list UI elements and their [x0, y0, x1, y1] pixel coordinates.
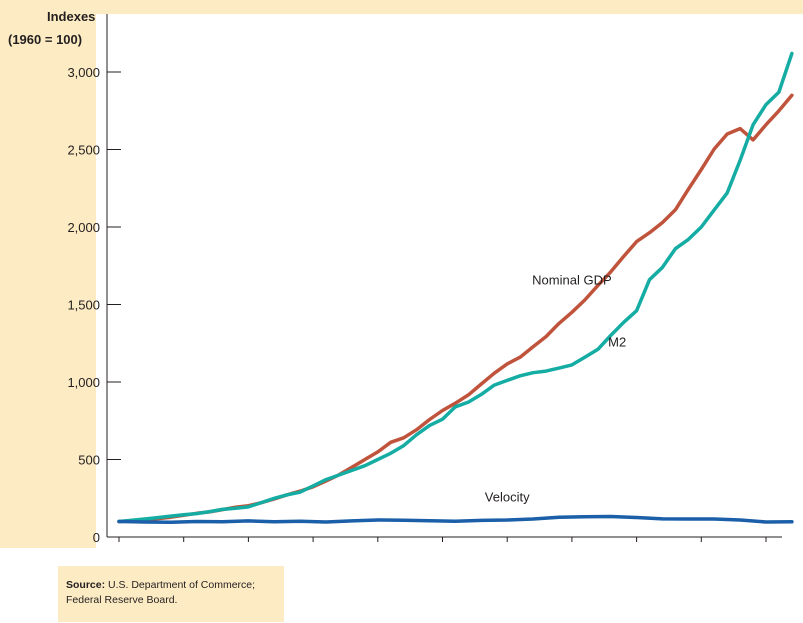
plot-background — [96, 14, 803, 548]
source-note: Source: U.S. Department of Commerce; Fed… — [58, 566, 284, 622]
x-tick-label: 1975 — [299, 545, 328, 548]
series-line-m2 — [117, 51, 794, 524]
series-labels: Nominal GDP M2 Velocity — [485, 272, 626, 504]
axes: 0 500 1,000 1,500 2,000 2,500 3,000 1960 1965 197… — [67, 14, 782, 548]
left-background-band — [0, 0, 96, 548]
y-tick-label: 3,000 — [67, 65, 100, 80]
source-label: Source: — [66, 579, 106, 591]
series-layer — [117, 51, 794, 525]
top-background-band — [0, 0, 803, 14]
line-chart: Indexes (1960 = 100) 0 500 1,000 1,500 2,000… — [8, 9, 803, 548]
x-tick-label: 1980 — [363, 545, 392, 548]
x-tick-label: 1960 — [105, 545, 134, 548]
x-tick-label: 1970 — [234, 545, 263, 548]
x-tick-label: 1985 — [428, 545, 457, 548]
x-tick-label: 2000 — [622, 545, 651, 548]
x-tick-label: 1995 — [557, 545, 586, 548]
y-axis-title-line2: (1960 = 100) — [8, 32, 82, 47]
x-tick-label: 2010 — [752, 545, 781, 548]
series-line-velocity — [117, 514, 794, 525]
x-tick-label: 1965 — [169, 545, 198, 548]
x-tick-label: 2005 — [687, 545, 716, 548]
series-label: Nominal GDP — [532, 272, 611, 287]
y-tick-label: 2,000 — [67, 220, 100, 235]
source-text: U.S. Department of Commerce; Federal Res… — [66, 579, 256, 606]
series-label: Velocity — [485, 489, 530, 504]
y-tick-label: 1,500 — [67, 298, 100, 313]
y-axis-title-line1: Indexes — [47, 9, 95, 24]
y-tick-label: 2,500 — [67, 143, 100, 158]
series-label: M2 — [608, 334, 626, 349]
y-tick-label: 500 — [78, 453, 100, 468]
y-tick-label: 0 — [93, 530, 100, 545]
y-tick-label: 1,000 — [67, 375, 100, 390]
x-tick-label: 1990 — [493, 545, 522, 548]
